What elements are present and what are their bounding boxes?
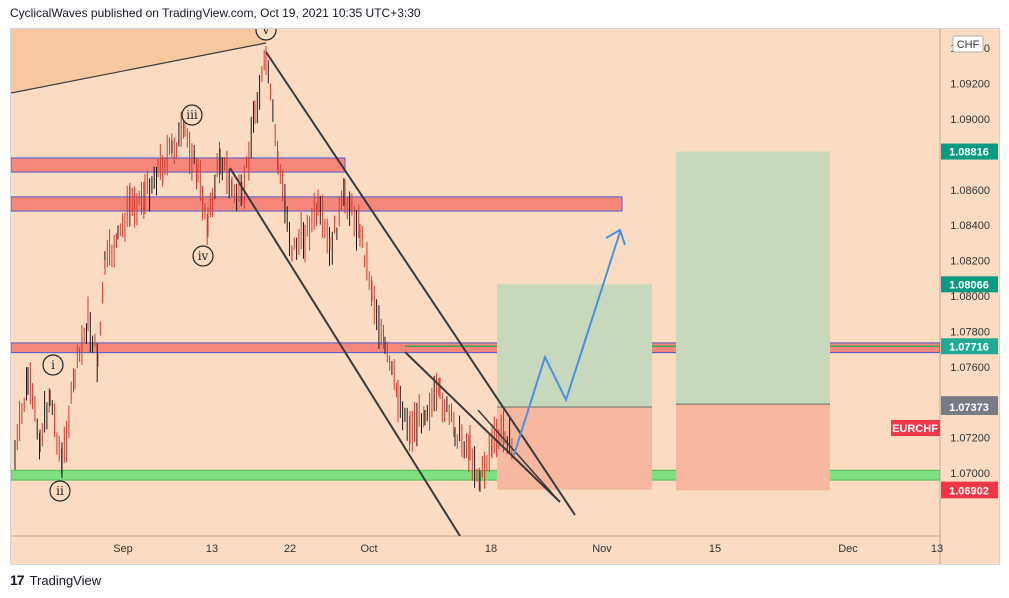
footer: 17 TradingView: [10, 572, 101, 588]
wedge-lower-line: [477, 409, 559, 501]
price-tick-label: 1.08600: [950, 185, 990, 197]
price-tick-label: 1.07000: [950, 468, 990, 480]
price-badge-text: 1.06902: [949, 485, 989, 497]
price-badge-text: 1.07373: [949, 402, 989, 414]
time-tick-label: 22: [284, 543, 296, 555]
price-tick-label: 1.07800: [950, 326, 990, 338]
wave-label-circle: [192, 245, 214, 267]
price-tick-label: 1.08200: [950, 256, 990, 268]
support-zone: [11, 469, 940, 481]
wedge-upper-line: [404, 351, 561, 503]
price-tick-label: 1.09200: [950, 79, 990, 91]
price-badge-bg: [941, 276, 998, 293]
currency-text: CHF: [957, 39, 980, 51]
time-tick-label: Sep: [113, 543, 133, 555]
candles: [14, 46, 513, 492]
price-tick-label: 1.09000: [950, 114, 990, 126]
resistance-zone-low: [11, 342, 940, 354]
price-badge-text: 1.08066: [949, 279, 989, 291]
symbol-tag[interactable]: EURCHF: [891, 420, 940, 436]
price-tick-label: 1.07200: [950, 433, 990, 445]
chart-frame: [10, 28, 1000, 565]
currency-label: CHF: [952, 35, 984, 53]
wave-label-circle: [255, 29, 277, 41]
time-tick-label: Nov: [592, 543, 612, 555]
price-tick-label: 1.08400: [950, 220, 990, 232]
upper-trendline: [11, 42, 267, 94]
wave-label-iii: iii: [181, 104, 203, 126]
wave-label-circle: [42, 354, 64, 376]
time-tick-label: Dec: [838, 543, 858, 555]
time-tick-label: 13: [206, 543, 218, 555]
footer-brand: TradingView: [29, 572, 102, 588]
projection-path: [513, 231, 621, 456]
wave-label-text: v: [262, 23, 270, 37]
symbol-tag-text: EURCHF: [892, 423, 938, 435]
publish-header: CyclicalWaves published on TradingView.c…: [10, 6, 421, 20]
loss-zone: [676, 404, 830, 491]
symbol-tag-bg: [891, 420, 940, 436]
resistance-zone-top: [11, 157, 346, 173]
price-badge: 1.07373: [941, 398, 998, 415]
price-badge-bg: [941, 482, 998, 499]
loss-zone: [497, 406, 652, 490]
wave-label-i: i: [42, 354, 64, 376]
price-badge-bg: [941, 398, 998, 415]
time-tick-label: 13: [931, 543, 943, 555]
time-tick-label: 18: [485, 543, 497, 555]
price-badge-bg: [941, 338, 998, 355]
price-badge: 1.07716: [941, 338, 998, 355]
time-tick-label: Oct: [360, 543, 377, 555]
price-badge: 1.08816: [941, 143, 998, 160]
channel-upper-line: [265, 51, 576, 516]
profit-zone: [497, 284, 652, 407]
upper-shaded-region: [11, 29, 266, 93]
wave-label-text: iv: [198, 249, 209, 263]
price-badge: 1.06902: [941, 482, 998, 499]
channel-lower-line: [229, 167, 461, 536]
profit-zone: [676, 151, 830, 405]
wave-label-circle: [181, 104, 203, 126]
tradingview-logo-icon: 17: [10, 572, 25, 588]
wave-label-iv: iv: [192, 245, 214, 267]
price-tick-label: 1.07600: [950, 362, 990, 374]
price-badge-bg: [941, 143, 998, 160]
price-tick-label: 1.08000: [950, 291, 990, 303]
wave-label-text: iii: [186, 108, 198, 122]
wave-label-text: ii: [56, 484, 64, 498]
wave-label-text: i: [51, 358, 55, 372]
projection-arrowhead: [605, 228, 626, 246]
price-badge-text: 1.08816: [949, 147, 989, 159]
currency-box: [952, 35, 984, 53]
price-badge-text: 1.07716: [949, 341, 989, 353]
time-axis-background: [11, 536, 999, 564]
wave-label-ii: ii: [49, 480, 71, 502]
time-tick-label: 15: [709, 543, 721, 555]
wave-label-v: v: [255, 23, 277, 41]
wave-label-circle: [49, 480, 71, 502]
price-badge: 1.08066: [941, 276, 998, 293]
